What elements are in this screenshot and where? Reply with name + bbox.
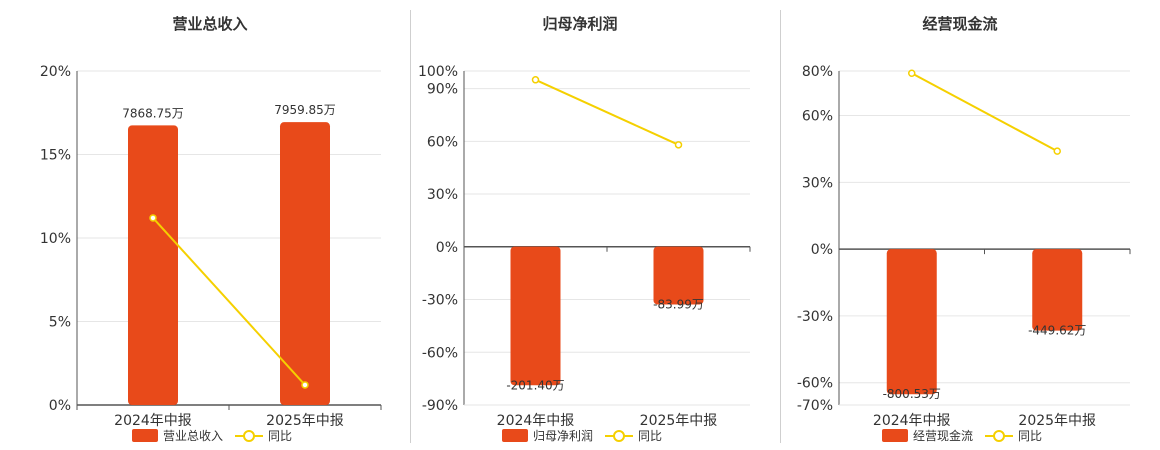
y-tick-label: 60%: [427, 134, 458, 150]
legend-label: 同比: [268, 429, 292, 443]
legend-label: 营业总收入: [163, 429, 223, 443]
y-tick-label: 0%: [811, 242, 833, 258]
bar-value-label: -449.62万: [1028, 324, 1086, 338]
legend-swatch-point: [613, 430, 625, 442]
legend-swatch-point: [993, 430, 1005, 442]
legend-swatch-point: [243, 430, 255, 442]
legend-label: 经营现金流: [913, 428, 973, 443]
bar: [886, 249, 937, 395]
y-tick-label: 15%: [40, 148, 71, 164]
y-tick-label: 30%: [802, 175, 833, 191]
x-tick-label: 2025年中报: [266, 413, 344, 429]
y-tick-label: -60%: [422, 345, 458, 361]
x-tick-label: 2024年中报: [114, 413, 192, 429]
yoy-line: [911, 72, 1058, 153]
bar-value-label: 7959.85万: [274, 103, 336, 117]
y-tick-label: -30%: [422, 293, 458, 309]
x-tick-label: 2024年中报: [873, 413, 951, 429]
panel-divider: [410, 10, 411, 443]
panel-divider: [780, 10, 781, 443]
legend-label: 归母净利润: [533, 429, 593, 443]
bar-value-label: -201.40万: [506, 378, 564, 392]
legend-label: 同比: [638, 429, 662, 443]
bar-value-label: -83.99万: [653, 297, 704, 311]
y-tick-label: 0%: [49, 398, 71, 414]
chart-title: 营业总收入: [172, 15, 247, 33]
yoy-point: [301, 381, 309, 389]
y-tick-label: -70%: [797, 398, 833, 414]
y-tick-label: 5%: [49, 315, 71, 331]
chart-title: 经营现金流: [922, 15, 997, 33]
x-tick-label: 2025年中报: [640, 413, 718, 429]
yoy-point: [908, 69, 916, 77]
bar: [128, 125, 178, 406]
y-tick-label: 0%: [436, 240, 458, 256]
y-tick-label: 20%: [40, 64, 71, 80]
legend-swatch-bar: [502, 429, 528, 442]
y-tick-label: -60%: [797, 376, 833, 392]
legend-label: 同比: [1018, 429, 1042, 443]
yoy-line: [152, 217, 306, 386]
x-tick-label: 2025年中报: [1018, 413, 1096, 429]
y-tick-label: -30%: [797, 309, 833, 325]
y-tick-label: 10%: [40, 231, 71, 247]
x-tick-label: 2024年中报: [497, 413, 575, 429]
yoy-point: [674, 141, 683, 149]
bar: [280, 122, 330, 405]
yoy-point: [149, 214, 157, 222]
bar: [510, 246, 561, 386]
y-tick-label: 30%: [427, 187, 458, 203]
y-tick-label: 80%: [802, 64, 833, 80]
yoy-point: [531, 76, 540, 84]
legend-swatch-bar: [132, 429, 158, 442]
chart-title: 归母净利润: [542, 15, 617, 33]
y-tick-label: 90%: [427, 82, 458, 98]
bar: [653, 246, 704, 305]
y-tick-label: 100%: [418, 64, 458, 80]
y-tick-label: -90%: [422, 398, 458, 414]
legend-swatch-bar: [882, 429, 908, 442]
bar: [1032, 249, 1083, 331]
yoy-point: [1053, 147, 1061, 155]
y-tick-label: 60%: [802, 109, 833, 125]
bar-value-label: -800.53万: [883, 387, 941, 401]
bar-value-label: 7868.75万: [122, 106, 184, 120]
yoy-line: [535, 78, 679, 146]
